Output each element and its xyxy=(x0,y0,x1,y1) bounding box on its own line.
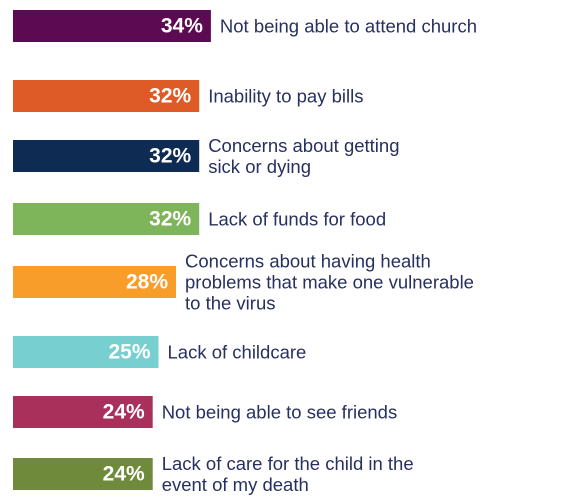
category-label-1-line-1: Not being able to attend church xyxy=(220,16,477,37)
bar-value-label-2: 32% xyxy=(149,85,191,108)
bar-2 xyxy=(13,80,200,112)
bar-value-label-6: 25% xyxy=(108,341,150,364)
bar-5 xyxy=(13,266,176,298)
category-label-8-line-2: event of my death xyxy=(162,474,309,495)
category-label-6-line-1: Lack of childcare xyxy=(168,342,307,363)
bar-value-label-4: 32% xyxy=(149,208,191,231)
bar-6 xyxy=(13,336,159,368)
category-label-8-line-1: Lack of care for the child in the xyxy=(162,453,414,474)
category-label-4-line-1: Lack of funds for food xyxy=(208,209,386,230)
category-label-7-line-1: Not being able to see friends xyxy=(162,402,398,423)
bar-3 xyxy=(13,140,200,172)
bar-value-label-5: 28% xyxy=(126,271,168,294)
bar-7 xyxy=(13,396,153,428)
category-label-5-line-3: to the virus xyxy=(185,293,276,314)
bar-1 xyxy=(13,10,211,42)
bar-value-label-8: 24% xyxy=(103,463,145,486)
category-label-5-line-1: Concerns about having health xyxy=(185,251,431,272)
category-label-2-line-1: Inability to pay bills xyxy=(208,86,363,107)
category-label-5-line-2: problems that make one vulnerable xyxy=(185,272,474,293)
bar-value-label-3: 32% xyxy=(149,145,191,168)
bar-value-label-1: 34% xyxy=(161,15,203,38)
bar-value-label-7: 24% xyxy=(103,401,145,424)
bar-8 xyxy=(13,458,153,490)
category-label-3-line-1: Concerns about getting xyxy=(208,135,399,156)
category-label-3-line-2: sick or dying xyxy=(208,156,311,177)
bar-4 xyxy=(13,203,200,235)
